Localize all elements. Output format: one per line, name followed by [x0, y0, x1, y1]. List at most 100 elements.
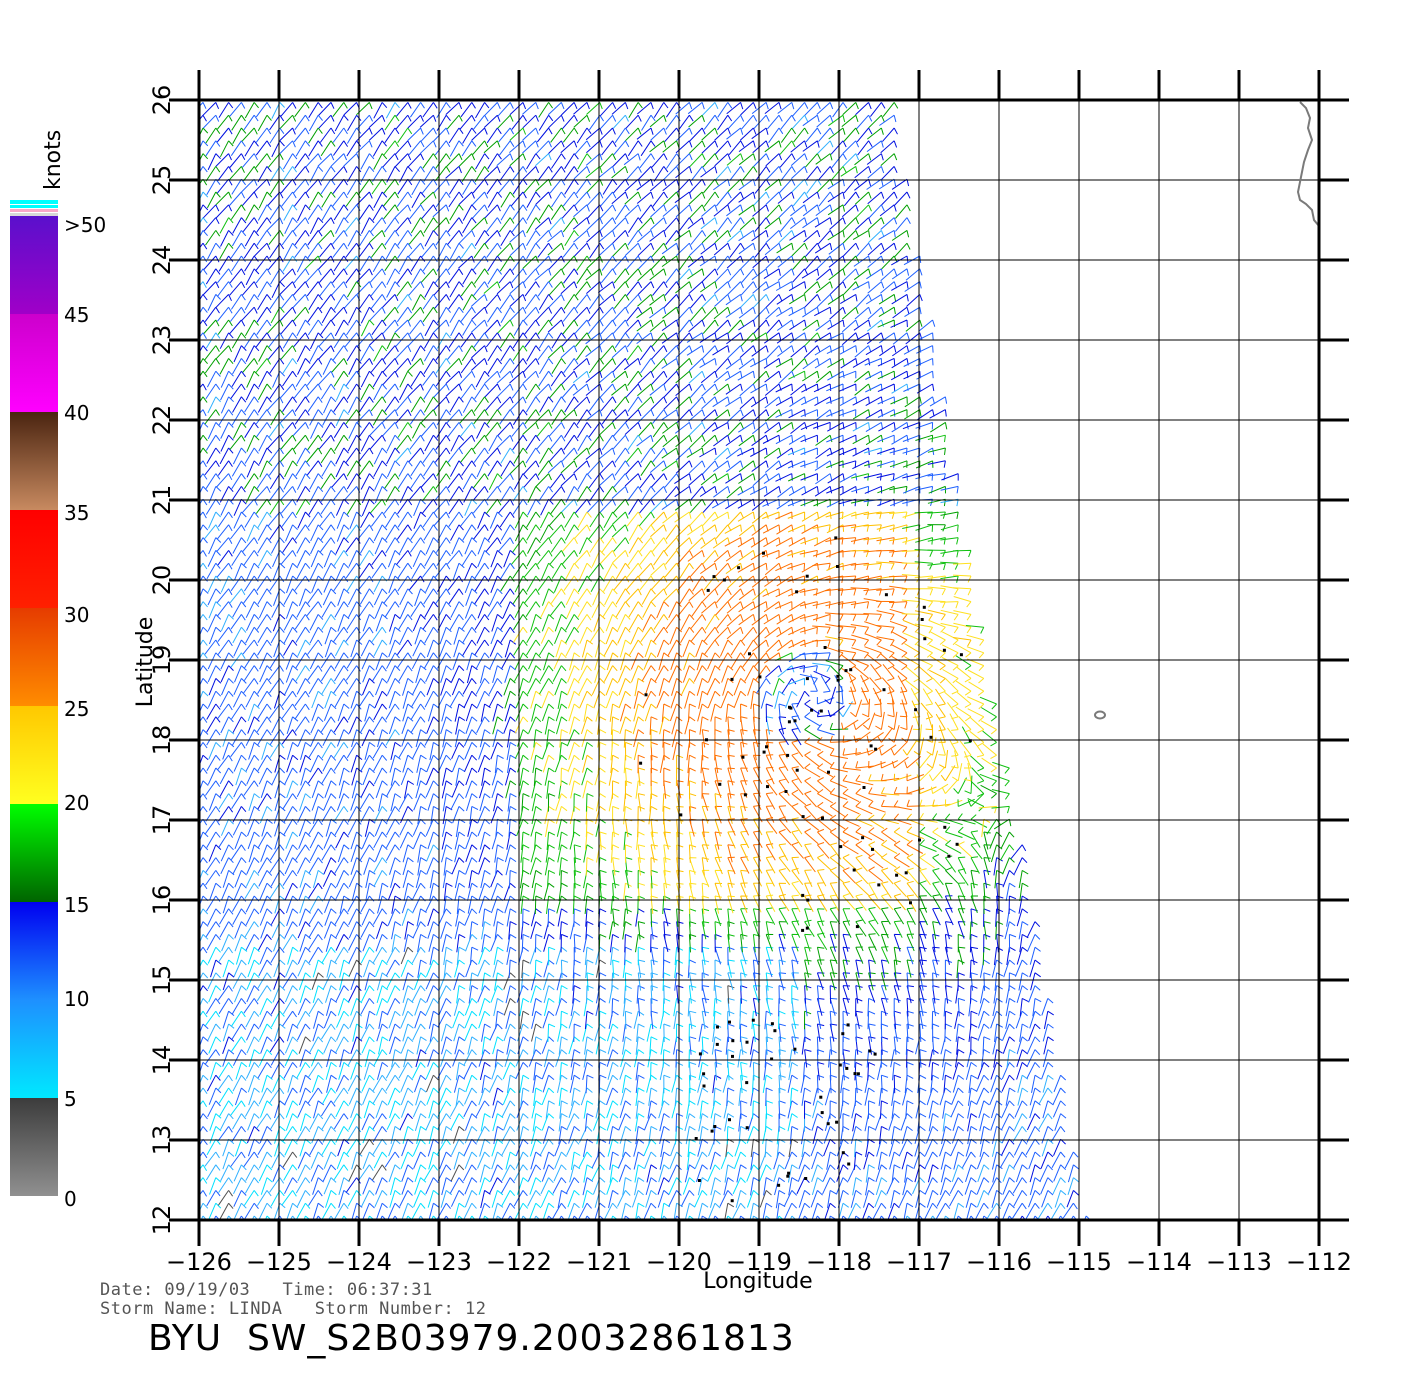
wind-barb: [478, 742, 491, 760]
wind-barb: [204, 306, 220, 322]
wind-barb: [279, 268, 296, 283]
wind-barb: [945, 867, 959, 884]
wind-barb: [486, 217, 502, 233]
wind-barb: [215, 204, 233, 219]
wind-barb: [388, 639, 401, 658]
wind-barb: [714, 575, 732, 590]
wind-barb: [413, 831, 426, 849]
wind-barb: [675, 1023, 684, 1043]
wind-barb: [386, 652, 400, 669]
wind-barb: [524, 281, 540, 297]
wind-barb: [415, 665, 427, 684]
wind-barb: [612, 882, 620, 902]
wind-barb: [965, 625, 985, 634]
wind-barb: [860, 674, 870, 693]
wind-barb: [334, 639, 349, 657]
wind-barb: [385, 703, 400, 720]
wind-barb: [1029, 1164, 1041, 1183]
wind-barb: [232, 1113, 247, 1130]
wind-barb: [893, 920, 903, 938]
wind-barb: [711, 421, 730, 432]
wind-barb: [714, 895, 722, 914]
wind-barb: [206, 1074, 221, 1092]
wind-barb: [515, 1151, 529, 1169]
wind-barb: [279, 281, 296, 295]
wind-barb: [206, 831, 221, 848]
wind-barb: [944, 882, 953, 901]
wind-barb: [475, 652, 490, 669]
wind-barb: [411, 345, 426, 362]
wind-barb: [881, 867, 894, 885]
wind-barb: [801, 562, 819, 573]
wind-barb: [955, 1023, 965, 1042]
wind-barb: [542, 1074, 555, 1093]
wind-barb: [545, 844, 555, 863]
wind-barb: [559, 857, 568, 876]
wind-barb: [217, 524, 233, 540]
wind-barb: [554, 614, 567, 632]
wind-barb: [296, 319, 311, 337]
wind-barb: [438, 998, 452, 1016]
wind-barb: [825, 636, 844, 647]
wind-barb: [280, 498, 297, 514]
wind-barb: [549, 524, 566, 539]
wind-barb: [527, 1164, 542, 1182]
wind-barb: [641, 665, 656, 682]
wind-barb: [491, 1062, 504, 1080]
wind-barb: [447, 255, 464, 271]
wind-barb: [864, 1074, 875, 1093]
wind-barb: [423, 217, 438, 234]
wind-barb: [461, 550, 477, 566]
wind-barb: [589, 511, 605, 528]
wind-barb: [207, 690, 222, 708]
wind-barb: [891, 1164, 901, 1183]
wind-barb: [331, 281, 348, 296]
wind-barb: [383, 306, 399, 322]
wind-barb: [601, 486, 617, 502]
wind-barb: [614, 447, 630, 463]
wind-barb: [245, 383, 260, 401]
wind-barb: [1008, 972, 1017, 991]
wind-barb: [286, 908, 299, 926]
wind-barb: [320, 716, 336, 733]
wind-barb: [880, 1074, 889, 1094]
wind-barb: [274, 780, 286, 799]
wind-barb: [775, 357, 794, 368]
wind-barb: [853, 717, 871, 730]
wind-barb: [258, 601, 273, 619]
wind-barb: [1015, 1010, 1028, 1029]
wind-barb: [333, 678, 349, 694]
wind-barb: [893, 853, 910, 868]
wind-barb: [206, 703, 221, 720]
wind-barb: [385, 959, 400, 977]
wind-barb: [243, 409, 259, 425]
wind-barb: [714, 985, 722, 1004]
wind-barb: [296, 255, 311, 273]
wind-barb: [980, 720, 997, 735]
wind-barb: [378, 793, 389, 812]
wind-barb: [204, 409, 220, 425]
wind-barb: [983, 831, 991, 850]
wind-barb: [606, 1177, 619, 1195]
wind-barb: [970, 814, 988, 828]
wind-barb: [375, 1177, 388, 1195]
wind-barb: [219, 242, 234, 260]
wind-barb: [483, 281, 501, 294]
wind-barb: [422, 255, 438, 272]
wind-barb: [513, 639, 528, 656]
wind-barb: [1016, 985, 1029, 1004]
wind-barb: [842, 1049, 850, 1068]
wind-barb: [619, 639, 632, 658]
wind-barb: [919, 933, 927, 952]
wind-barb: [676, 908, 684, 927]
wind-barb: [530, 921, 542, 940]
wind-barb: [970, 946, 978, 965]
wind-barb: [487, 345, 502, 362]
wind-barb: [505, 985, 517, 1004]
wind-barb: [930, 1074, 940, 1094]
wind-barb: [868, 814, 885, 830]
wind-barb: [372, 1113, 387, 1130]
wind-barb: [408, 575, 425, 591]
wind-barb: [423, 345, 439, 362]
wind-barb: [881, 839, 898, 855]
